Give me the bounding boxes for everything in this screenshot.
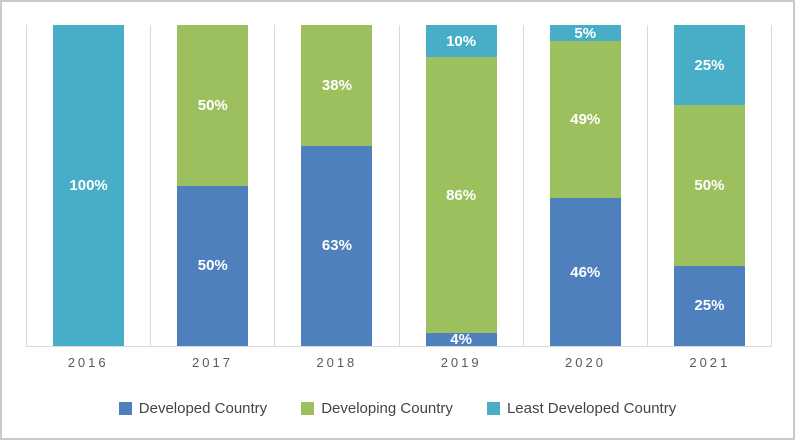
bar-segment-developing-country-2018: 38% (301, 25, 373, 146)
bar-segment-developed-country-2021: 25% (673, 265, 745, 346)
stacked-bar-2019: 4% 86% 10% (425, 25, 497, 349)
data-label-developed-country-2019: 4% (450, 331, 472, 349)
bar-segment-least-developed-country-2021: 25% (673, 25, 745, 106)
plot-area: 100% 50% 50% 63% 38% 4% 86% 10% 46% 49% 5% 25% 50% 25… (26, 25, 772, 347)
category-slot-2016: 100% (26, 25, 150, 346)
data-label-developed-country-2021: 25% (694, 297, 725, 315)
data-label-least-developed-country-2019: 10% (446, 32, 477, 50)
stacked-bar-2018: 63% 38% (301, 25, 373, 346)
legend-item-least-developed-country: Least Developed Country (486, 400, 677, 417)
x-tick-2020: 2020 (565, 355, 606, 370)
legend-item-developed-country: Developed Country (118, 400, 268, 417)
category-slot-2019: 4% 86% 10% (398, 25, 523, 349)
legend-swatch-least-developed-country (486, 402, 500, 415)
data-label-developed-country-2020: 46% (570, 263, 601, 281)
legend-label-least-developed-country: Least Developed Country (506, 400, 677, 417)
data-label-developing-country-2017: 50% (197, 96, 228, 114)
bar-segment-developing-country-2020: 49% (549, 41, 621, 199)
stacked-bar-2016: 100% (53, 25, 125, 346)
legend-swatch-developed-country (118, 402, 132, 415)
stacked-bar-2017: 50% 50% (177, 25, 249, 346)
data-label-developing-country-2020: 49% (570, 111, 601, 129)
data-label-developed-country-2017: 50% (197, 257, 228, 275)
x-tick-2021: 2021 (689, 355, 731, 370)
data-label-least-developed-country-2021: 25% (694, 56, 725, 74)
x-tick-2019: 2019 (440, 355, 482, 370)
data-label-developing-country-2021: 50% (694, 177, 725, 194)
x-axis-tick-labels: 2016 2017 2018 2019 2020 2021 (26, 355, 772, 370)
data-label-least-developed-country-2020: 5% (574, 24, 597, 42)
bar-segment-developing-country-2017: 50% (177, 25, 249, 186)
bar-segment-least-developed-country-2020: 5% (549, 24, 621, 42)
stacked-bar-2020: 46% 49% 5% (549, 24, 621, 346)
legend: Developed Country Developing Country Least… (2, 400, 793, 417)
bar-segment-developing-country-2019: 86% (425, 57, 497, 334)
bar-segment-least-developed-country-2016: 100% (53, 25, 125, 346)
bar-segment-least-developed-country-2019: 10% (425, 25, 497, 58)
bar-segment-developed-country-2019: 4% (425, 331, 497, 349)
data-label-developing-country-2019: 86% (446, 186, 477, 204)
category-slot-2020: 46% 49% 5% (522, 24, 647, 346)
category-slot-2018: 63% 38% (274, 25, 398, 346)
category-slot-2021: 25% 50% 25% (646, 25, 771, 346)
legend-swatch-developing-country (301, 402, 315, 415)
bar-segment-developing-country-2021: 50% (673, 105, 745, 266)
data-label-developed-country-2018: 63% (321, 237, 352, 255)
x-tick-2017: 2017 (192, 355, 233, 370)
category-slot-2017: 50% 50% (150, 25, 274, 346)
bar-segment-developed-country-2017: 50% (177, 185, 249, 346)
data-label-developing-country-2018: 38% (321, 76, 352, 94)
bar-segment-developed-country-2018: 63% (301, 145, 373, 346)
x-tick-2016: 2016 (67, 355, 109, 370)
stacked-bar-2021: 25% 50% 25% (673, 25, 745, 346)
bar-segment-developed-country-2020: 46% (549, 198, 621, 346)
legend-item-developing-country: Developing Country (301, 400, 453, 417)
x-tick-2018: 2018 (316, 355, 358, 370)
legend-label-developing-country: Developing Country (321, 400, 453, 417)
data-label-least-developed-country-2016: 100% (69, 177, 108, 194)
legend-label-developed-country: Developed Country (138, 400, 268, 417)
